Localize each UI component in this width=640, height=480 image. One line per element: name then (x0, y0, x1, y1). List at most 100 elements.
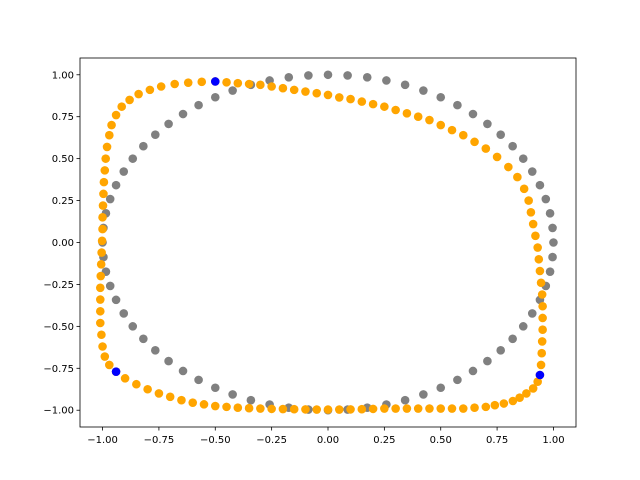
series-1-point-39 (538, 313, 547, 323)
series-1-point-46 (528, 384, 538, 393)
series-1-point-25 (492, 152, 502, 162)
y-tick-label-0: −1.00 (43, 406, 74, 417)
series-0-point-29 (139, 141, 148, 151)
series-1-point-100 (98, 201, 108, 210)
series-1-point-49 (508, 396, 518, 406)
series-1-point-27 (513, 172, 522, 182)
x-axis-ticks: −1.00 −0.75 −0.50 −0.25 0.00 0.25 0.50 0.75 1.00 (87, 427, 565, 446)
series-0-point-25 (194, 100, 203, 110)
series-1-point-69 (289, 404, 299, 414)
series-0-point-4 (535, 180, 545, 190)
series-1-point-28 (519, 184, 529, 194)
series-1-point-78 (188, 398, 198, 407)
series-1-point-29 (524, 196, 533, 205)
y-tick-label-8: 1.00 (52, 70, 74, 81)
series-0-point-67 (527, 309, 537, 318)
series-1-point-68 (301, 405, 310, 414)
series-0-point-30 (128, 154, 138, 163)
series-0-point-13 (419, 86, 428, 95)
series-1-point-64 (346, 405, 355, 414)
series-1-point-48 (515, 393, 524, 402)
y-tick-label-2: −0.50 (43, 322, 74, 333)
x-tick-label-1: −0.75 (144, 435, 175, 446)
series-2-point-1 (111, 367, 121, 376)
series-0-point-66 (518, 322, 528, 331)
series-1-point-21 (447, 125, 457, 135)
series-1-point-45 (533, 377, 542, 387)
series-1-point-105 (102, 142, 112, 152)
series-1-point-66 (323, 405, 333, 414)
series-0-point-39 (105, 281, 115, 291)
series-1-point-40 (538, 325, 547, 335)
series-0 (98, 70, 558, 415)
series-1-point-77 (199, 400, 209, 409)
series-0-point-61 (453, 375, 462, 385)
series-1-point-99 (98, 213, 107, 222)
x-tick-label-0: −1.00 (87, 435, 118, 446)
x-tick-label-8: 1.00 (542, 435, 564, 446)
x-tick-label-6: 0.50 (430, 435, 452, 446)
x-tick-label-5: 0.25 (373, 435, 395, 446)
series-1-point-30 (526, 208, 536, 217)
y-tick-label-3: −0.25 (43, 280, 74, 291)
series-1-point-52 (481, 402, 491, 412)
series-1-point-92 (95, 295, 105, 304)
series-1-point-83 (132, 379, 141, 389)
series-1-point-91 (95, 306, 105, 316)
series-1-point-37 (537, 290, 547, 299)
series-0-point-62 (468, 366, 478, 376)
series-0-point-63 (483, 356, 492, 366)
series-0-point-6 (518, 154, 528, 163)
series-1-point-106 (105, 130, 114, 140)
series-1-point-75 (222, 402, 231, 412)
series-1-point-57 (425, 404, 434, 413)
series-1-point-23 (470, 137, 479, 147)
series-1-point-90 (95, 318, 105, 328)
series-0-point-7 (508, 141, 517, 151)
series-0-point-5 (527, 167, 537, 176)
series-0-point-44 (151, 346, 160, 355)
series-0-point-45 (164, 356, 173, 366)
series-0-point-14 (400, 80, 410, 90)
series-1-point-110 (125, 95, 134, 105)
series-1-point-96 (97, 248, 106, 257)
series-0-point-9 (483, 119, 492, 129)
series-1-point-115 (183, 78, 193, 87)
x-tick-label-4: 0.00 (317, 435, 339, 446)
series-0-point-46 (178, 366, 188, 376)
series-1-point-55 (447, 404, 457, 413)
series-0-point-32 (111, 180, 121, 190)
series-1-point-5 (267, 82, 276, 91)
series-1-point-20 (436, 120, 446, 130)
series-1-point-88 (98, 342, 107, 351)
x-tick-label-3: −0.25 (256, 435, 287, 446)
series-1-point-35 (535, 266, 545, 276)
series-1-point-89 (97, 330, 106, 340)
series-0-point-60 (436, 383, 446, 393)
series-0-point-23 (228, 86, 237, 95)
series-1-point-84 (120, 374, 130, 383)
series-1-point-98 (98, 224, 107, 234)
series-0-point-43 (139, 334, 148, 344)
series-1-point-31 (528, 219, 538, 229)
series-1-point-43 (536, 360, 546, 370)
series-1-point-81 (154, 389, 164, 398)
series-0-point-41 (119, 309, 129, 318)
series-1-point-3 (244, 79, 254, 89)
series-1-point-58 (413, 404, 423, 413)
series-1-point-101 (99, 189, 108, 199)
series-1-point-80 (165, 392, 175, 402)
series-1-point-102 (99, 177, 109, 187)
series-1-point-67 (312, 405, 322, 414)
series-1-point-13 (357, 97, 367, 106)
series-1-point-112 (145, 85, 155, 95)
series-1-point-111 (134, 89, 143, 99)
series-1-point-22 (458, 130, 468, 140)
series-0-point-42 (128, 322, 138, 331)
series-1-point-61 (380, 404, 389, 413)
series-0-point-31 (119, 167, 129, 176)
y-tick-label-5: 0.25 (52, 196, 74, 207)
series-1-point-72 (256, 404, 265, 413)
series-1-point-38 (538, 301, 547, 311)
series-0-point-19 (304, 71, 313, 80)
